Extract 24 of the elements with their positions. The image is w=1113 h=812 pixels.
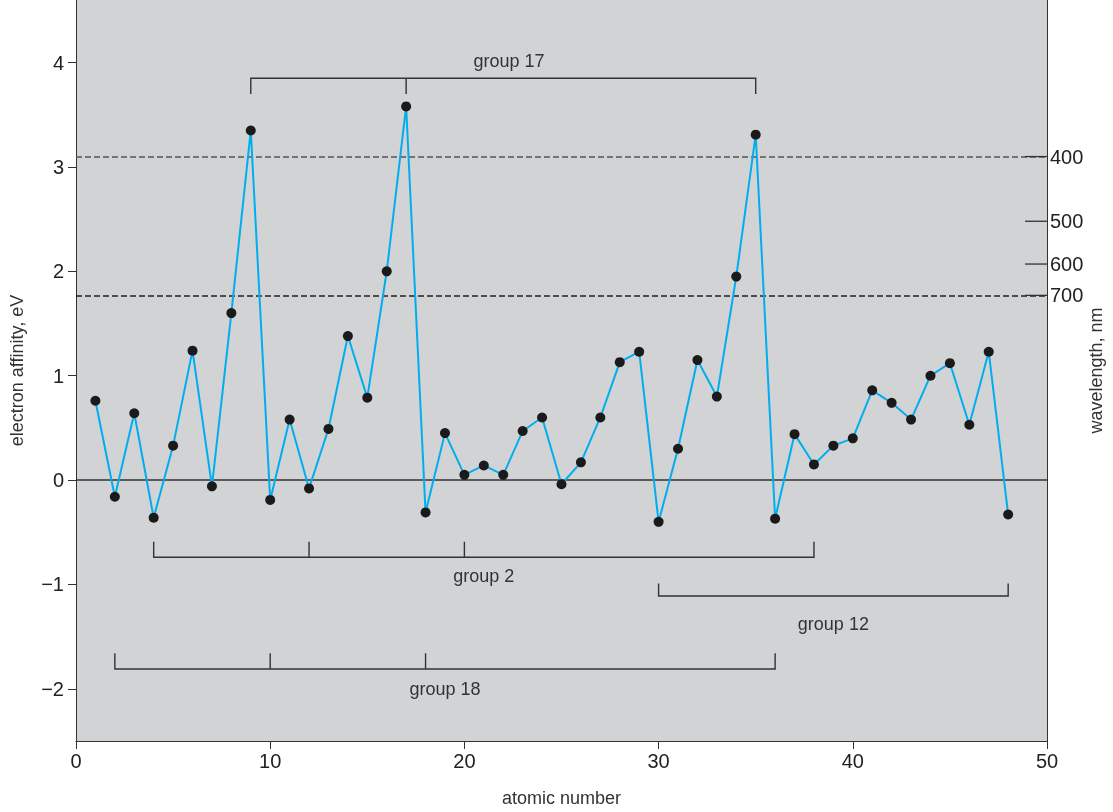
- x-tick-label: 0: [70, 750, 82, 772]
- y-tick-label: 0: [52, 469, 64, 492]
- x-tick-label: 40: [841, 750, 864, 772]
- text: 600: [1050, 253, 1084, 276]
- y-tick-label: 1: [52, 364, 64, 387]
- text: 500: [1050, 210, 1084, 233]
- x-tick-label: 10: [259, 750, 282, 772]
- y-tick-label: −1: [41, 573, 64, 596]
- y-axis-title: electron affinity, eV: [7, 294, 27, 447]
- text: 400: [1050, 145, 1084, 168]
- x-tick-label: 20: [453, 750, 476, 772]
- y2-axis-title: wavelength, nm: [1086, 307, 1106, 435]
- x-tick-label: 50: [1035, 750, 1059, 772]
- y-tick-label: 4: [52, 51, 64, 74]
- annotation: group 18: [409, 678, 481, 699]
- y-tick-label: −2: [41, 677, 64, 700]
- y-tick-label: 3: [52, 155, 64, 178]
- x-axis-title: atomic number: [501, 788, 622, 808]
- annotation: group 17: [473, 50, 545, 71]
- annotation: group 12: [797, 614, 869, 635]
- annotation: group 2: [453, 566, 515, 587]
- x-tick-label: 30: [647, 750, 670, 772]
- y-tick-label: 2: [52, 260, 64, 283]
- text: 700: [1050, 284, 1084, 307]
